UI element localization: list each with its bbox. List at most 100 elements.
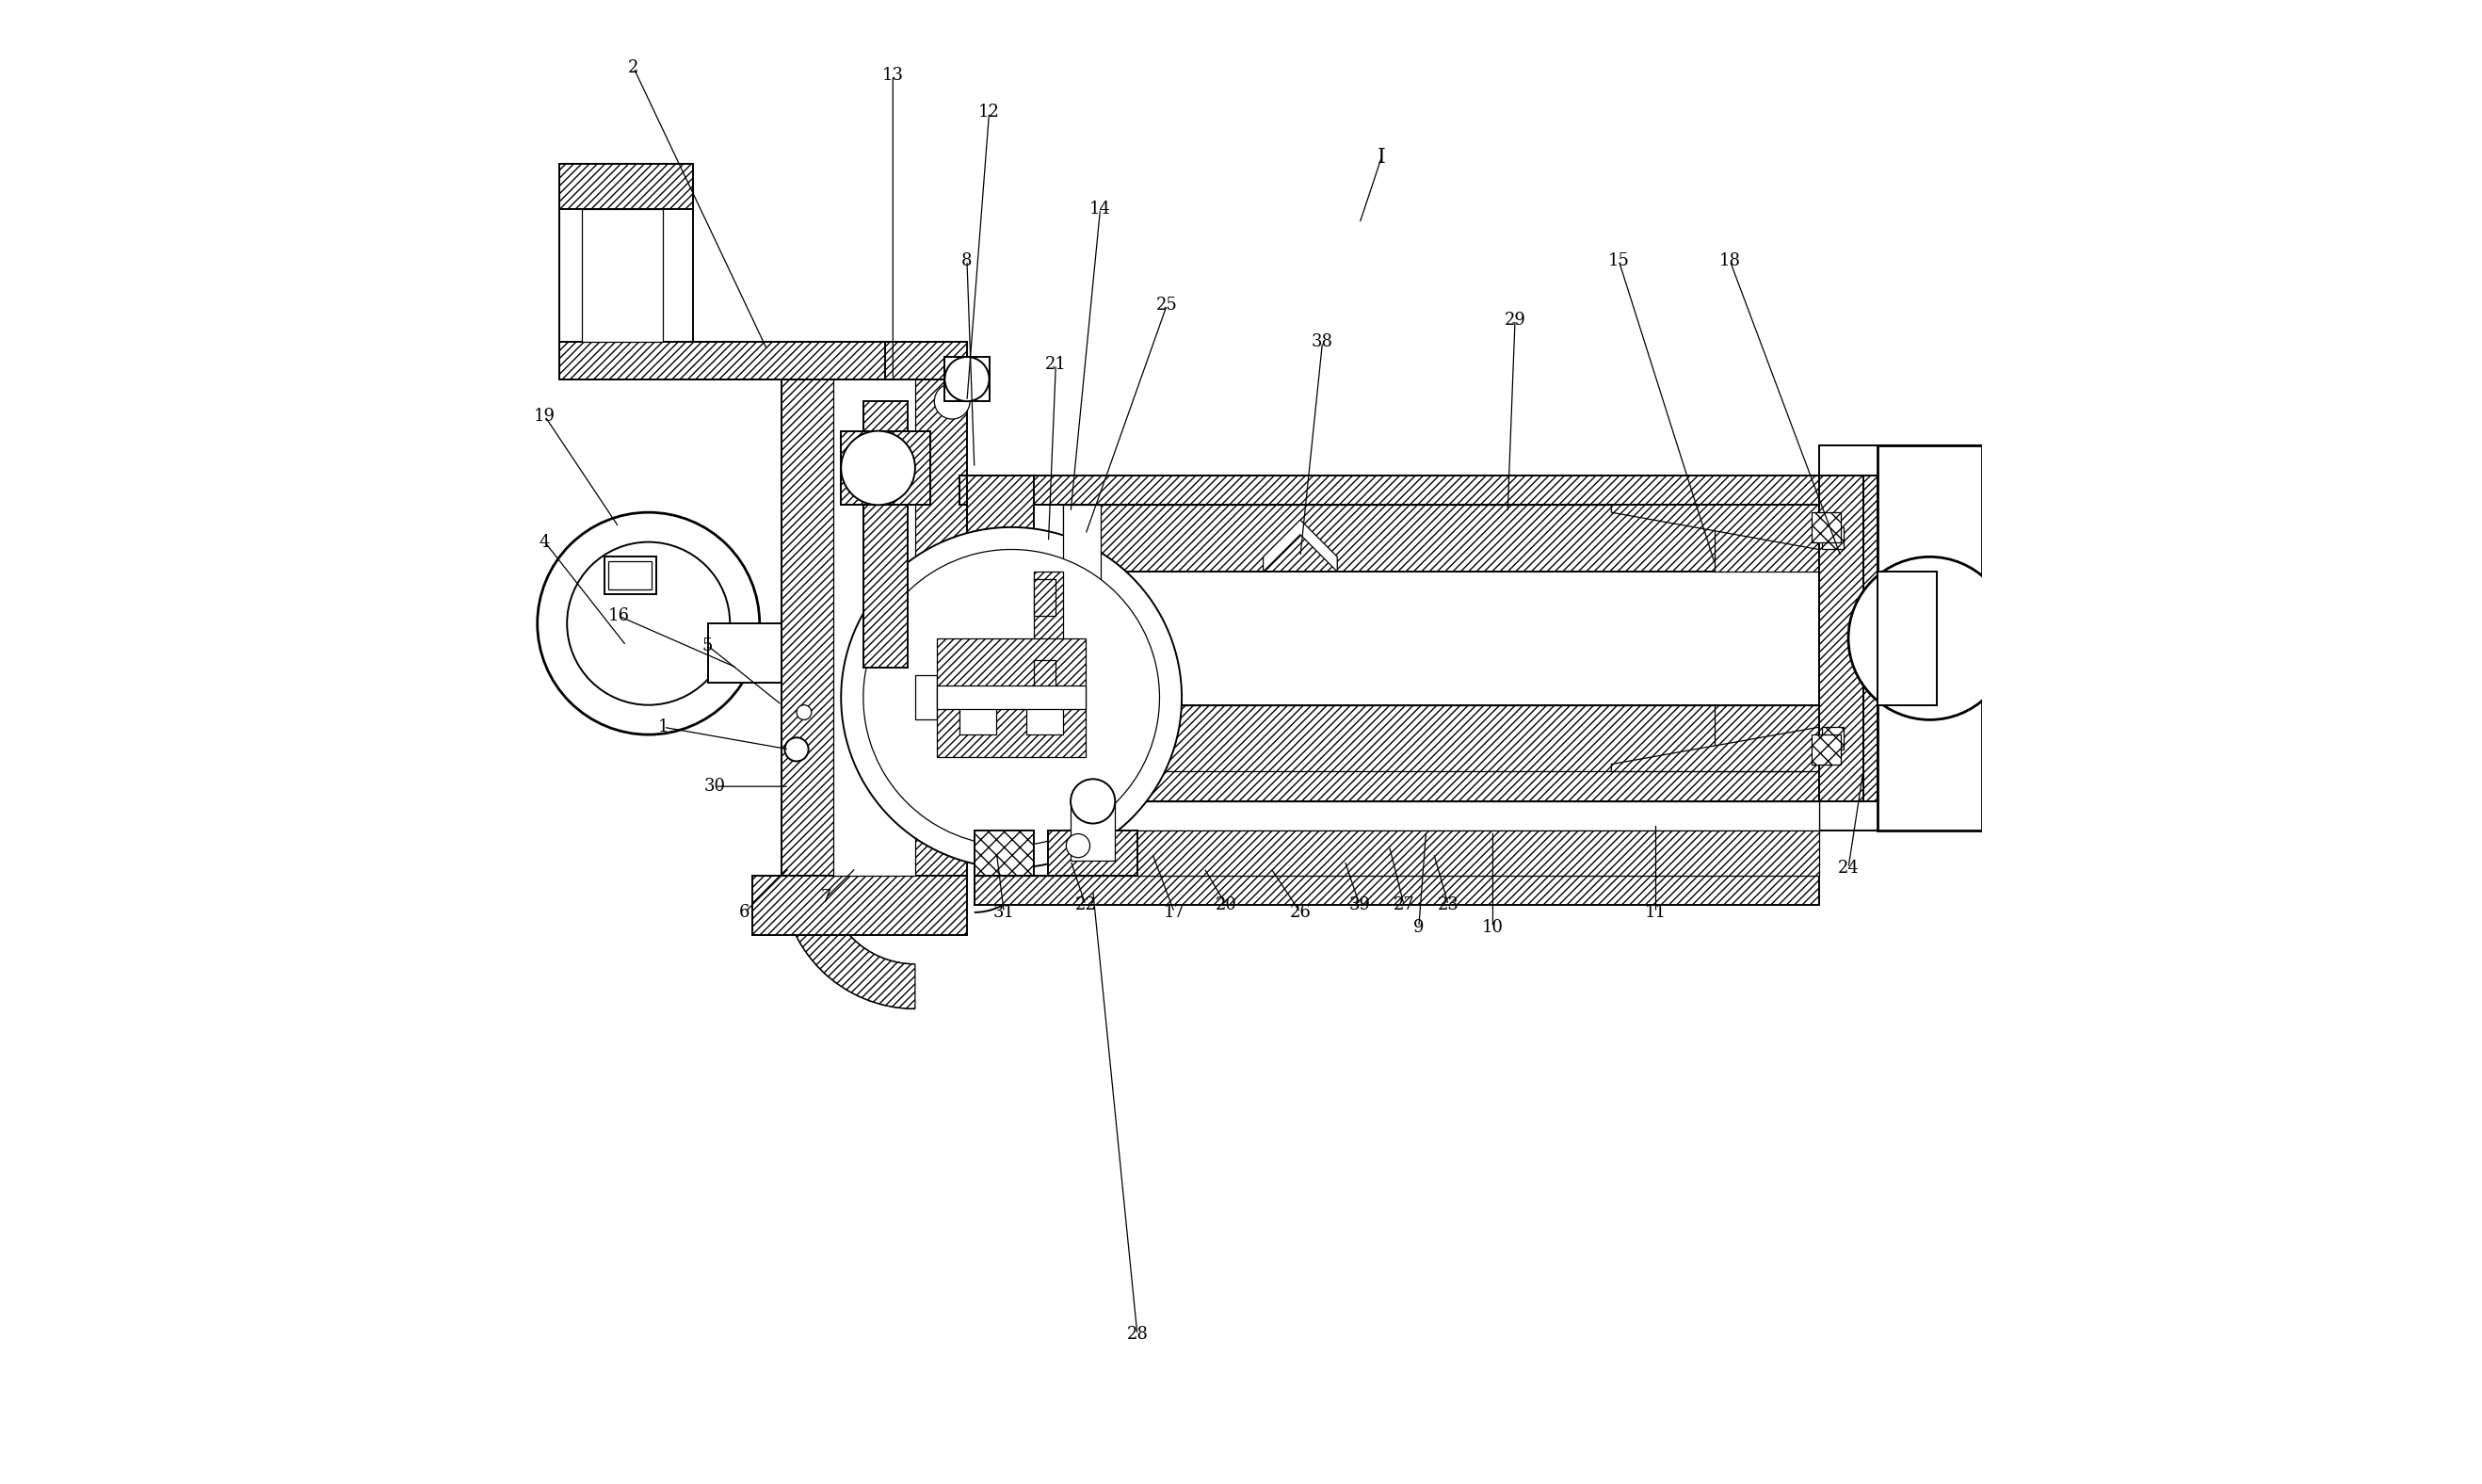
Bar: [1879, 571, 1938, 705]
Bar: [603, 556, 655, 594]
Bar: [968, 571, 1033, 705]
Polygon shape: [975, 801, 1819, 831]
Circle shape: [1070, 779, 1114, 824]
Polygon shape: [975, 831, 1819, 876]
Text: 39: 39: [1348, 896, 1370, 914]
Circle shape: [1067, 834, 1090, 858]
Bar: [1033, 579, 1055, 616]
Text: 15: 15: [1608, 252, 1631, 269]
Polygon shape: [558, 165, 692, 341]
Text: 11: 11: [1646, 904, 1665, 922]
Text: 1: 1: [658, 718, 668, 736]
Polygon shape: [975, 876, 1819, 905]
Bar: [975, 831, 1033, 876]
Bar: [916, 675, 938, 720]
Bar: [581, 209, 663, 341]
Circle shape: [539, 512, 759, 735]
Text: 8: 8: [961, 252, 973, 269]
Polygon shape: [558, 341, 968, 378]
Circle shape: [841, 527, 1181, 868]
Bar: [961, 705, 998, 735]
Bar: [1819, 475, 1864, 801]
Bar: [1033, 571, 1062, 705]
Text: 21: 21: [1045, 356, 1067, 372]
Polygon shape: [968, 475, 1033, 801]
Bar: [707, 623, 782, 683]
Text: 9: 9: [1412, 919, 1425, 935]
Text: 22: 22: [1075, 896, 1097, 914]
Circle shape: [1849, 556, 2010, 720]
Bar: [608, 561, 650, 589]
Polygon shape: [1819, 475, 1879, 801]
Text: 6: 6: [740, 904, 750, 922]
Bar: [1047, 831, 1137, 876]
Polygon shape: [1715, 505, 1819, 571]
Polygon shape: [1062, 831, 1819, 876]
Bar: [834, 371, 916, 876]
Bar: [1062, 505, 1100, 772]
Text: 23: 23: [1437, 896, 1459, 914]
Text: 27: 27: [1392, 896, 1415, 914]
Polygon shape: [1062, 505, 1804, 571]
Text: 25: 25: [1157, 297, 1176, 313]
Circle shape: [946, 356, 990, 401]
Text: 31: 31: [993, 904, 1015, 922]
Polygon shape: [961, 475, 1819, 505]
Text: 24: 24: [1837, 859, 1859, 877]
Circle shape: [841, 430, 916, 505]
Polygon shape: [961, 772, 1819, 801]
Text: 20: 20: [1216, 896, 1236, 914]
Polygon shape: [752, 876, 968, 935]
Polygon shape: [782, 876, 916, 1009]
Circle shape: [784, 738, 809, 761]
Bar: [1070, 801, 1114, 861]
Bar: [938, 686, 1085, 709]
Polygon shape: [1062, 705, 1804, 772]
Polygon shape: [1879, 445, 1981, 831]
Text: 26: 26: [1291, 904, 1310, 922]
Text: 14: 14: [1090, 200, 1112, 217]
Polygon shape: [1611, 727, 1819, 772]
Polygon shape: [1611, 505, 1819, 549]
Text: I: I: [1378, 147, 1385, 168]
Polygon shape: [558, 165, 692, 209]
Text: 29: 29: [1504, 312, 1526, 328]
Text: 12: 12: [978, 104, 1000, 120]
Text: 28: 28: [1127, 1327, 1149, 1343]
Text: 10: 10: [1482, 919, 1504, 935]
Bar: [1822, 527, 1844, 549]
Polygon shape: [938, 638, 1085, 757]
Text: 16: 16: [608, 607, 630, 625]
Text: 18: 18: [1720, 252, 1740, 269]
Bar: [961, 505, 1819, 772]
Text: 7: 7: [822, 889, 831, 907]
Text: 4: 4: [539, 534, 551, 551]
Bar: [1812, 735, 1842, 764]
Circle shape: [566, 542, 730, 705]
Text: 13: 13: [881, 67, 903, 85]
Bar: [946, 356, 990, 401]
Text: 19: 19: [534, 408, 556, 424]
Circle shape: [864, 549, 1159, 846]
Bar: [1025, 705, 1062, 735]
Bar: [1822, 727, 1844, 749]
Text: 38: 38: [1310, 334, 1333, 350]
Bar: [841, 430, 931, 505]
Text: 17: 17: [1164, 904, 1184, 922]
Bar: [886, 341, 968, 378]
Text: 5: 5: [702, 637, 712, 654]
Text: 30: 30: [705, 778, 725, 795]
Bar: [1033, 660, 1055, 697]
Polygon shape: [1062, 801, 1819, 831]
Polygon shape: [692, 341, 968, 378]
Bar: [864, 401, 908, 668]
Polygon shape: [1715, 705, 1819, 772]
Circle shape: [797, 705, 812, 720]
Bar: [1812, 512, 1842, 542]
Bar: [1062, 571, 1819, 705]
Polygon shape: [1263, 519, 1338, 571]
Text: 2: 2: [628, 59, 638, 77]
Circle shape: [933, 383, 970, 418]
Polygon shape: [1715, 505, 1819, 549]
Polygon shape: [782, 371, 968, 876]
